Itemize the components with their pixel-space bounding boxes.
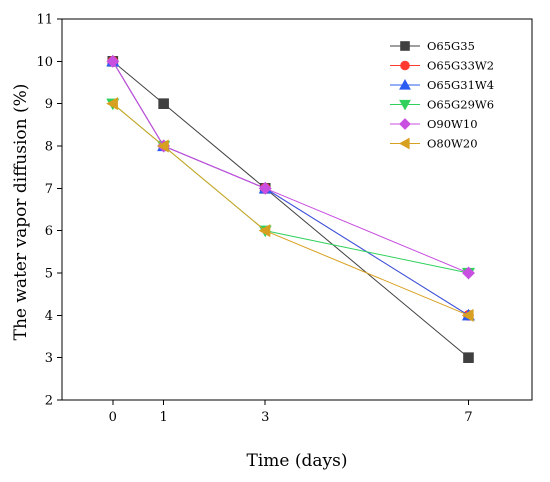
x-tick-label: 0	[109, 410, 117, 425]
series-line	[112, 103, 469, 316]
legend-label: O65G33W2	[427, 59, 494, 73]
legend-item: O90W10	[390, 117, 478, 131]
series-O90W10	[106, 54, 475, 280]
series-O65G33W2	[107, 56, 474, 321]
legend-marker	[400, 60, 410, 71]
legend-item: O65G29W6	[390, 98, 494, 112]
legend-marker	[398, 137, 410, 150]
y-tick-label: 9	[45, 97, 53, 112]
y-tick-label: 4	[45, 309, 53, 324]
y-tick-label: 8	[45, 140, 53, 155]
legend-item: O65G33W2	[390, 59, 494, 73]
x-tick-label: 7	[464, 410, 472, 425]
data-point	[463, 352, 474, 363]
legend-label: O65G31W4	[427, 78, 494, 92]
data-point	[258, 181, 272, 195]
x-axis-title: Time (days)	[247, 451, 348, 471]
data-point	[462, 266, 475, 280]
y-tick-label: 2	[45, 394, 53, 409]
y-tick-label: 7	[45, 182, 53, 197]
legend-label: O65G29W6	[427, 98, 494, 112]
plot-frame	[61, 18, 533, 401]
x-tick-label: 3	[261, 410, 269, 425]
y-tick-label: 10	[36, 55, 53, 70]
legend-label: O90W10	[427, 117, 478, 131]
legend-marker	[399, 99, 411, 111]
y-axis-title: The water vapor diffusion (%)	[11, 84, 31, 341]
y-tick-label: 6	[45, 224, 53, 239]
legend-item: O80W20	[390, 137, 478, 151]
data-point	[158, 98, 169, 109]
y-tick-label: 3	[45, 351, 53, 366]
legend-marker	[399, 78, 411, 90]
series-line	[112, 103, 469, 274]
data-point	[258, 224, 271, 238]
series-O65G31W4	[106, 54, 475, 321]
series-O80W20	[106, 97, 474, 322]
x-tick-label: 1	[159, 410, 167, 425]
y-tick-label: 5	[45, 267, 53, 282]
legend-marker	[400, 41, 410, 51]
series	[106, 54, 475, 363]
data-point	[106, 54, 120, 68]
ticks: 0 1 3 7 2 3 4 5 6 7 8 9 10 11	[36, 13, 472, 426]
legend-item: O65G35	[390, 39, 475, 53]
series-O65G35	[107, 56, 474, 363]
series-O65G29W6	[106, 98, 475, 280]
data-point	[461, 308, 474, 322]
legend: O65G35 O65G33W2 O65G31W4 O65G29W6 O90W10 O80W…	[390, 39, 494, 151]
series-line	[112, 61, 469, 274]
data-point	[157, 139, 169, 153]
y-tick-label: 11	[36, 13, 53, 28]
legend-marker	[399, 118, 411, 130]
legend-label: O65G35	[427, 39, 475, 53]
legend-label: O80W20	[427, 137, 478, 151]
data-point	[106, 97, 118, 111]
legend-item: O65G31W4	[390, 78, 494, 92]
